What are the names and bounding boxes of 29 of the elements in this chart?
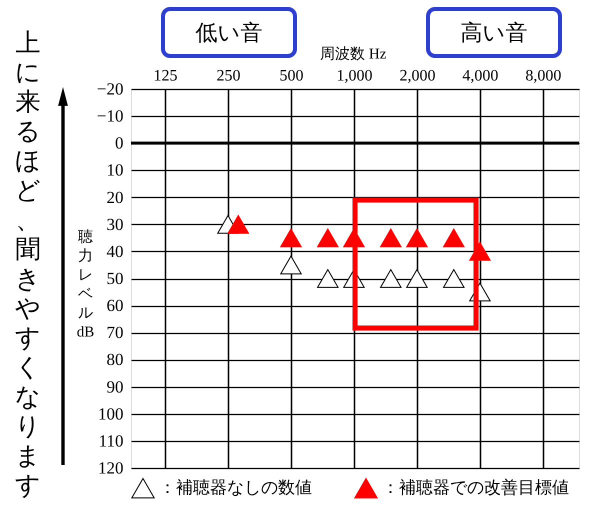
y-tick-label: 110 [98, 431, 124, 450]
x-tick-label: 8,000 [525, 68, 562, 84]
y-tick-label: 20 [106, 188, 124, 207]
legend-label: ：補聴器なしの数値 [159, 478, 312, 498]
y-tick-label: 0 [115, 134, 124, 153]
y-tick-label: 120 [98, 458, 124, 478]
x-tick-label: 125 [153, 68, 178, 84]
y-tick-label: 90 [106, 377, 124, 396]
y-tick-label: 30 [106, 214, 124, 234]
text: 上に来るほど、聞きやすくなります [15, 28, 41, 500]
y-tick-label: 50 [106, 269, 124, 288]
y-tick-label: 60 [106, 296, 124, 316]
y-tick-label: −10 [96, 106, 124, 126]
y-tick-label: −20 [96, 80, 124, 98]
x-tick-label: 4,000 [462, 68, 498, 84]
y-tick-label: 70 [106, 323, 124, 342]
y-tick-label: 80 [106, 350, 124, 370]
legend-label: ：補聴器での改善目標値 [382, 478, 569, 498]
x-tick-label: 2,000 [399, 68, 436, 84]
text: 高い音 [460, 21, 528, 46]
x-axis-title: 周波数 Hz [320, 46, 387, 62]
text: 低い音 [196, 21, 262, 46]
y-tick-label: 100 [98, 404, 124, 424]
y-axis-title: 聴力レベル dB [76, 228, 94, 340]
y-tick-label: 10 [106, 160, 124, 180]
x-tick-label: 1,000 [336, 68, 372, 84]
y-tick-label: 40 [106, 242, 124, 261]
x-tick-label: 250 [216, 68, 240, 84]
x-tick-label: 500 [279, 68, 304, 84]
